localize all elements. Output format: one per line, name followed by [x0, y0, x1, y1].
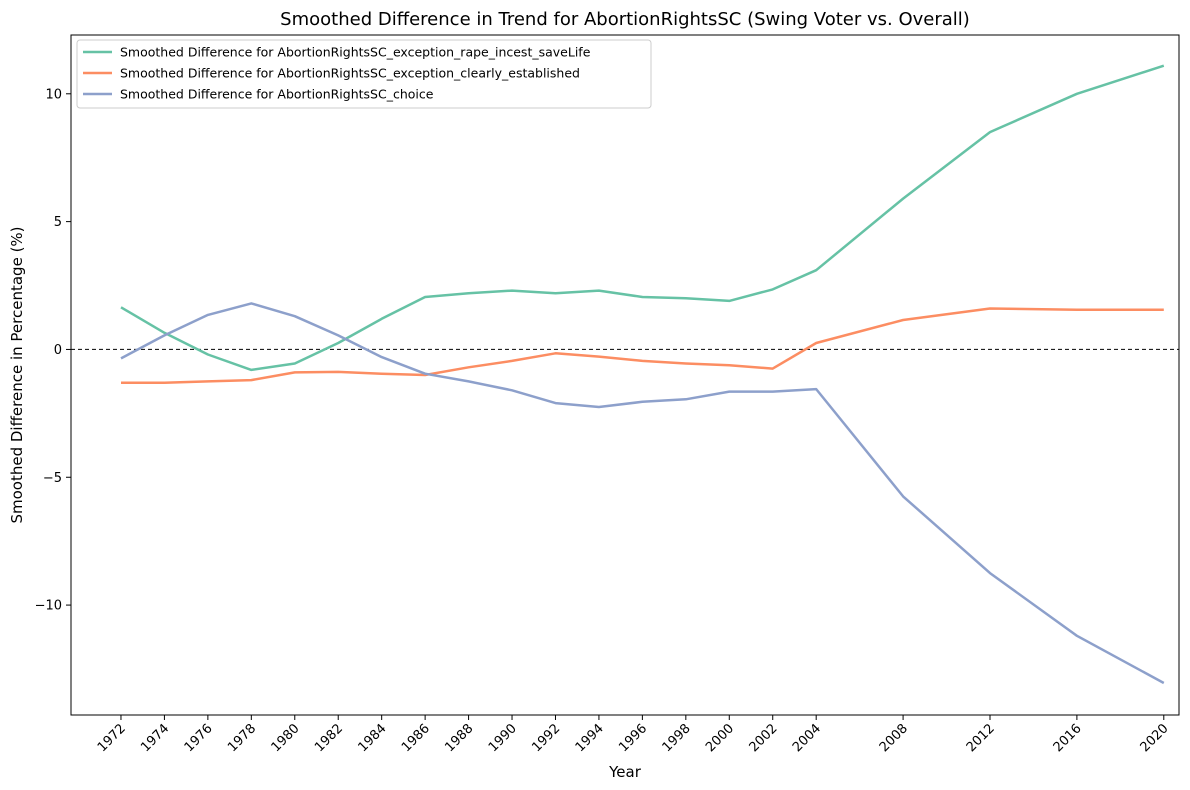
x-tick-label: 2016	[1051, 721, 1085, 755]
x-tick-label: 1990	[486, 721, 520, 755]
legend-box	[76, 39, 652, 109]
x-tick-label: 1984	[355, 721, 389, 755]
x-tick-label: 1974	[138, 721, 172, 755]
x-tick-label: 1980	[269, 721, 303, 755]
x-tick-label: 2000	[703, 721, 737, 755]
x-tick-label: 1988	[442, 721, 476, 755]
chart-title: Smoothed Difference in Trend for Abortio…	[280, 9, 970, 30]
series-line-2	[121, 307, 1164, 384]
series-layer	[120, 64, 1165, 685]
x-tick-label: 2020	[1138, 721, 1172, 755]
y-tick-label: 10	[45, 87, 62, 102]
x-tick-label: 1998	[660, 721, 694, 755]
x-tick-label: 1994	[573, 721, 607, 755]
y-tick-label: 5	[54, 215, 62, 230]
legend-label-1: Smoothed Difference for AbortionRightsSC…	[120, 45, 591, 60]
plot-area	[70, 34, 1180, 716]
x-tick-label: 1986	[399, 721, 433, 755]
x-tick-label: 2002	[747, 721, 781, 755]
x-tick-label: 1978	[225, 721, 259, 755]
y-axis-title: Smoothed Difference in Percentage (%)	[8, 226, 26, 523]
x-axis: 1972 1974 1976 1978 1980 1982 1984 1986 1988 1990…	[95, 715, 1172, 755]
legend-label-2: Smoothed Difference for AbortionRightsSC…	[120, 66, 580, 81]
series-line-1	[120, 64, 1165, 372]
x-tick-label: 1992	[529, 721, 563, 755]
y-axis: 10 5 0 −5 −10	[35, 87, 71, 614]
y-tick-label: 0	[54, 343, 62, 358]
x-tick-label: 2008	[877, 721, 911, 755]
legend-label-3: Smoothed Difference for AbortionRightsSC…	[120, 87, 434, 102]
x-tick-label: 1996	[616, 721, 650, 755]
x-tick-label: 1982	[312, 721, 346, 755]
x-axis-title: Year	[608, 763, 642, 781]
x-tick-label: 2012	[964, 721, 998, 755]
x-tick-label: 2004	[790, 721, 824, 755]
y-tick-label: −10	[35, 599, 62, 614]
x-tick-label: 1976	[182, 721, 216, 755]
y-tick-label: −5	[43, 471, 62, 486]
x-tick-label: 1972	[95, 721, 129, 755]
legend: Smoothed Difference for AbortionRightsSC…	[76, 39, 652, 109]
series-line-3	[120, 302, 1165, 685]
